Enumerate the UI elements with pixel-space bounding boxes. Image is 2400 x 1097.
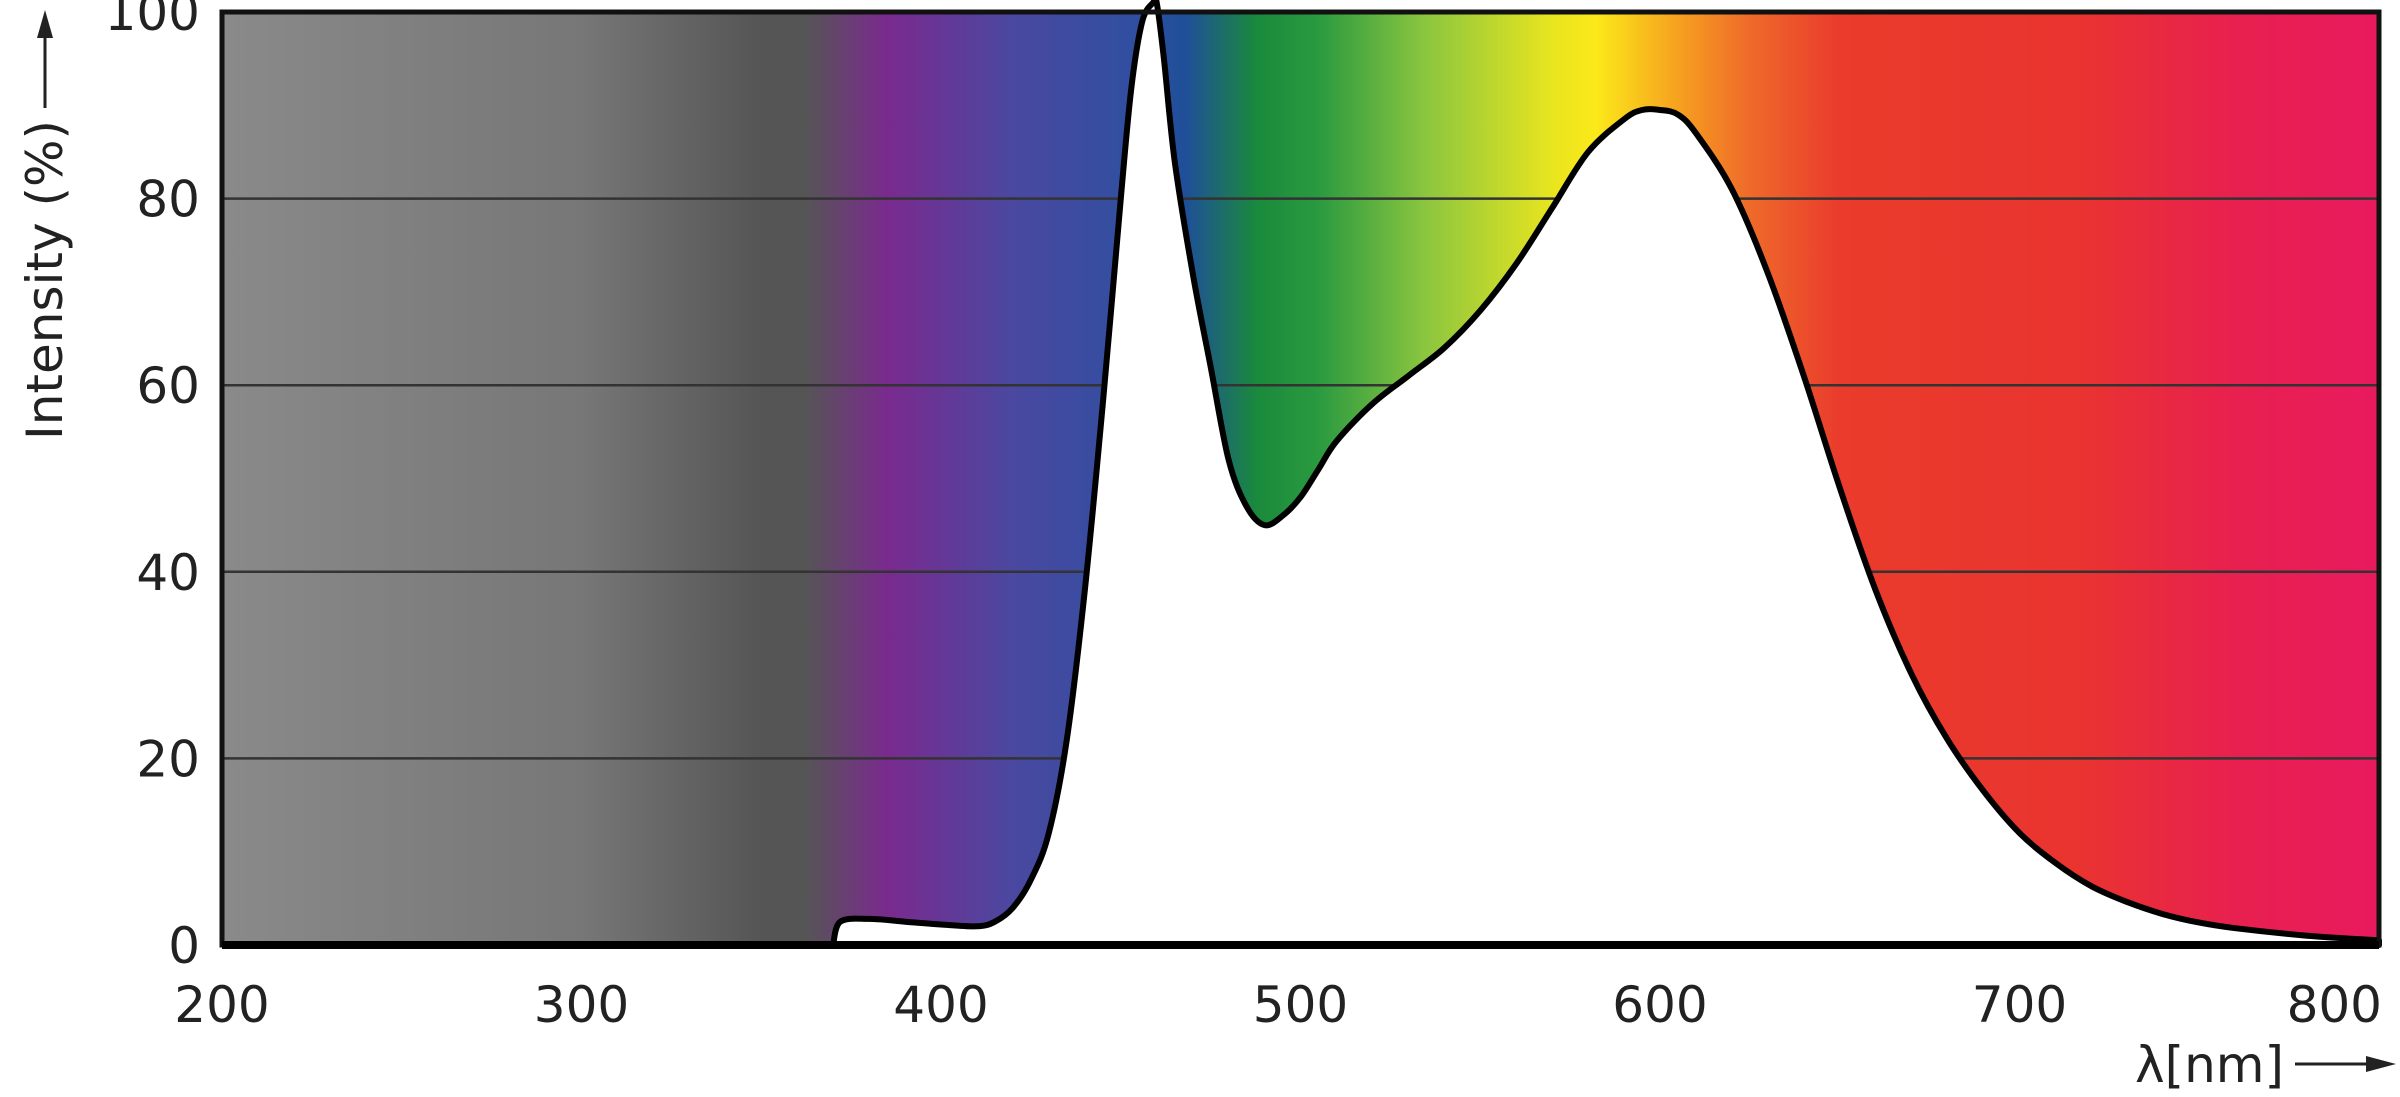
x-tick-label-600: 600 — [1612, 976, 1707, 1034]
y-axis-arrowhead — [37, 10, 53, 38]
x-tick-label-700: 700 — [1972, 976, 2067, 1034]
y-tick-label-0: 0 — [168, 917, 200, 975]
x-tick-labels: 200 300 400 500 600 700 800 — [174, 976, 2382, 1034]
y-axis-title: Intensity (%) — [16, 120, 74, 440]
x-tick-label-200: 200 — [174, 976, 269, 1034]
y-tick-labels: 0 20 40 60 80 100 — [105, 0, 200, 975]
x-tick-label-500: 500 — [1253, 976, 1348, 1034]
y-tick-label-60: 60 — [136, 357, 200, 415]
x-axis-arrowhead — [2366, 1056, 2396, 1072]
y-tick-label-20: 20 — [136, 730, 200, 788]
y-tick-label-80: 80 — [136, 171, 200, 229]
intensity-curve — [830, 0, 2382, 948]
x-axis-title: λ[nm] — [2135, 1036, 2284, 1094]
x-tick-label-800: 800 — [2287, 976, 2382, 1034]
x-tick-label-400: 400 — [893, 976, 988, 1034]
y-tick-label-100: 100 — [105, 0, 200, 42]
y-tick-label-40: 40 — [136, 544, 200, 602]
x-tick-label-300: 300 — [534, 976, 629, 1034]
